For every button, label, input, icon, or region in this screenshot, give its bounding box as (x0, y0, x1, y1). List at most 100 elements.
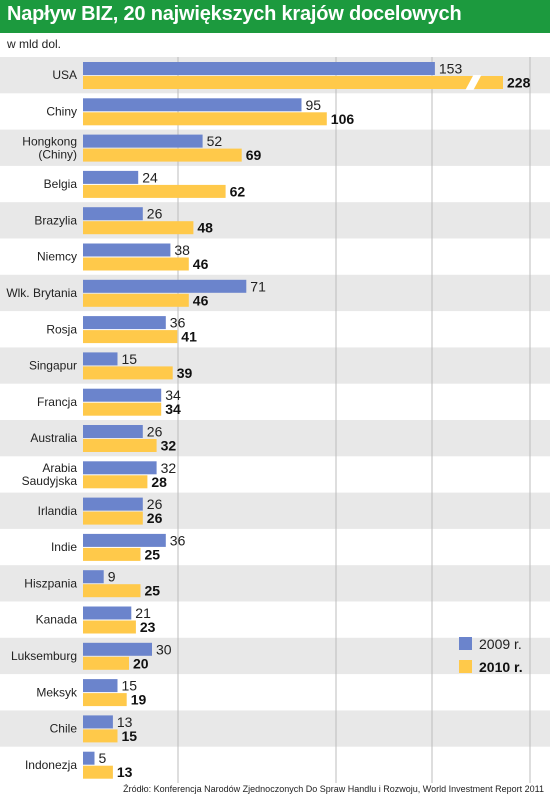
category-label: Irlandia (38, 504, 78, 518)
chart-title: Napływ BIZ, 20 największych krajów docel… (7, 3, 462, 25)
value-label-2010: 15 (122, 728, 138, 744)
bar-2009 (83, 679, 118, 693)
category-label: Australia (30, 431, 77, 445)
bar-2010 (83, 112, 327, 126)
bar-2009 (83, 570, 104, 584)
bar-2010 (83, 729, 118, 743)
bar-2009 (83, 207, 143, 221)
bar-2009 (83, 352, 118, 366)
category-label: Belgia (44, 177, 78, 191)
row-stripe (0, 202, 550, 239)
bar-2010 (83, 511, 143, 525)
value-label-2010: 13 (117, 764, 133, 780)
category-label: Niemcy (37, 250, 77, 264)
bar-2009 (83, 279, 247, 293)
bar-2010 (83, 366, 173, 380)
bar-2009 (83, 134, 203, 148)
bar-2010 (83, 402, 162, 416)
value-label-2010: 41 (181, 329, 197, 345)
bar-2010 (83, 293, 189, 307)
bar-2010 (83, 184, 226, 198)
category-label: USA (52, 68, 77, 82)
value-label-2010: 20 (133, 655, 149, 671)
bar-2009 (83, 533, 166, 547)
bar-2009 (83, 497, 143, 511)
bar-2010 (83, 475, 148, 489)
value-label-2010: 23 (140, 619, 156, 635)
value-label-2010: 26 (147, 510, 163, 526)
value-label-2009: 71 (250, 278, 266, 294)
category-label: Luksemburg (11, 649, 77, 663)
category-label: Saudyjska (22, 474, 78, 488)
value-label-2010: 32 (161, 438, 177, 454)
bar-2010 (83, 221, 194, 235)
row-stripe (0, 565, 550, 602)
value-label-2009: 15 (122, 351, 138, 367)
bar-2010 (83, 765, 113, 779)
category-label: Arabia (42, 461, 77, 475)
category-label: Brazylia (34, 213, 77, 227)
value-label-2009: 36 (170, 532, 186, 548)
row-stripe (0, 492, 550, 529)
value-label-2009: 95 (306, 97, 322, 113)
bar-2010 (83, 330, 178, 344)
value-label-2009: 26 (147, 206, 163, 222)
legend-label-2010: 2010 r. (479, 659, 523, 675)
bar-2010 (83, 439, 157, 452)
value-label-2010: 69 (246, 147, 262, 163)
category-label: Francja (37, 395, 77, 409)
value-label-2009: 13 (117, 714, 133, 730)
value-label-2009: 15 (122, 678, 138, 694)
value-label-2009: 153 (439, 61, 463, 77)
bar-2009 (83, 316, 166, 330)
value-label-2009: 38 (174, 242, 190, 258)
legend-swatch-2009 (459, 637, 472, 650)
bar-2009 (83, 98, 302, 112)
bar-2010 (83, 76, 503, 89)
bar-2009 (83, 243, 171, 257)
value-label-2009: 26 (147, 496, 163, 512)
value-label-2010: 19 (131, 692, 147, 708)
category-label: Singapur (29, 359, 77, 373)
value-label-2010: 34 (165, 401, 181, 417)
bar-2010 (83, 656, 129, 670)
value-label-2010: 28 (151, 474, 167, 490)
value-label-2010: 25 (145, 583, 161, 599)
bar-2010 (83, 693, 127, 707)
category-label: Hiszpania (24, 576, 77, 590)
value-label-2010: 46 (193, 292, 209, 308)
value-label-2009: 26 (147, 424, 163, 440)
bar-2010 (83, 620, 136, 634)
category-label: Rosja (46, 322, 77, 336)
bar-2009 (83, 751, 95, 765)
title-bar: Napływ BIZ, 20 największych krajów docel… (0, 0, 550, 33)
category-label: Chiny (46, 104, 77, 118)
value-label-2010: 106 (331, 111, 355, 127)
bar-2009 (83, 388, 162, 402)
value-label-2009: 21 (135, 605, 151, 621)
value-label-2009: 9 (108, 569, 116, 585)
value-label-2010: 39 (177, 365, 193, 381)
category-label: Chile (50, 722, 78, 736)
bar-2009 (83, 642, 152, 656)
bar-2009 (83, 461, 157, 475)
bar-2009 (83, 425, 143, 438)
bar-2009 (83, 715, 113, 729)
value-label-2010: 48 (197, 220, 213, 236)
row-stripe (0, 420, 550, 457)
bar-2010 (83, 547, 141, 561)
value-label-2009: 52 (207, 133, 223, 149)
source-note: Źródło: Konferencja Narodów Zjednoczonyc… (123, 784, 544, 794)
value-label-2009: 24 (142, 169, 158, 185)
bar-2009 (83, 170, 139, 184)
value-label-2009: 34 (165, 387, 181, 403)
row-stripe (0, 129, 550, 166)
category-label: Hongkong (22, 134, 77, 148)
legend-swatch-2010 (459, 660, 472, 673)
category-label: Meksyk (36, 685, 78, 699)
bar-2010 (83, 257, 189, 271)
value-label-2009: 36 (170, 315, 186, 331)
value-label-2009: 30 (156, 641, 172, 657)
value-label-2009: 32 (161, 460, 177, 476)
